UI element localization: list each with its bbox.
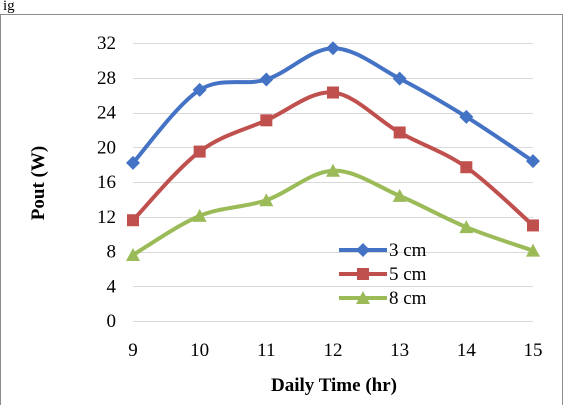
x-tick-label-11: 11 <box>257 340 275 361</box>
y-tick-label-28: 28 <box>97 68 116 89</box>
legend: 3 cm 5 cm 8 cm <box>339 240 427 309</box>
data-point-3-cm-15 <box>526 154 540 169</box>
data-point-8-cm-15 <box>526 243 540 257</box>
x-tick-label-12: 12 <box>324 340 343 361</box>
x-tick-label-9: 9 <box>128 340 138 361</box>
y-tick-label-12: 12 <box>97 207 116 228</box>
data-point-8-cm-14 <box>459 220 474 234</box>
legend-marker-5-cm <box>357 268 369 280</box>
y-tick-label-16: 16 <box>97 172 116 193</box>
x-axis-title: Daily Time (hr) <box>271 375 397 396</box>
data-point-3-cm-10 <box>192 82 207 97</box>
data-point-3-cm-9 <box>126 155 140 170</box>
data-point-8-cm-11 <box>259 193 274 207</box>
x-tick-label-13: 13 <box>390 340 409 361</box>
header-fragment: ig <box>3 0 15 14</box>
y-axis-title: Pout (W) <box>28 146 49 220</box>
data-point-8-cm-10 <box>192 208 207 222</box>
y-tick-label-0: 0 <box>107 311 117 332</box>
data-point-3-cm-14 <box>459 109 474 124</box>
data-point-5-cm-13 <box>393 126 406 139</box>
x-tick-label-10: 10 <box>190 340 209 361</box>
legend-label-8-cm: 8 cm <box>389 288 427 309</box>
data-point-5-cm-14 <box>460 161 473 174</box>
y-tick-label-32: 32 <box>97 33 116 54</box>
legend-label-3-cm: 3 cm <box>389 240 427 261</box>
data-point-8-cm-13 <box>392 188 407 202</box>
y-tick-label-24: 24 <box>97 103 117 124</box>
x-tick-label-15: 15 <box>524 340 543 361</box>
y-tick-label-8: 8 <box>107 242 117 263</box>
y-tick-label-4: 4 <box>107 276 117 297</box>
data-point-5-cm-10 <box>193 145 206 158</box>
data-point-3-cm-11 <box>259 72 274 87</box>
legend-marker-3-cm <box>356 243 370 257</box>
data-point-5-cm-11 <box>260 114 273 127</box>
data-point-8-cm-9 <box>126 247 140 261</box>
data-point-5-cm-12 <box>327 86 339 99</box>
legend-marker-8-cm <box>356 291 370 304</box>
data-point-3-cm-13 <box>392 71 407 86</box>
x-tick-labels: 9 10 11 12 13 14 15 <box>128 340 542 361</box>
x-tick-label-14: 14 <box>457 340 477 361</box>
data-point-5-cm-9 <box>127 214 139 227</box>
series-markers <box>126 41 540 261</box>
data-point-8-cm-12 <box>326 163 340 177</box>
y-tick-labels: 0 4 8 12 16 20 24 28 32 <box>97 33 117 332</box>
legend-label-5-cm: 5 cm <box>389 264 427 285</box>
y-tick-label-20: 20 <box>97 137 116 158</box>
data-point-5-cm-15 <box>527 219 539 232</box>
data-point-3-cm-12 <box>326 41 340 56</box>
